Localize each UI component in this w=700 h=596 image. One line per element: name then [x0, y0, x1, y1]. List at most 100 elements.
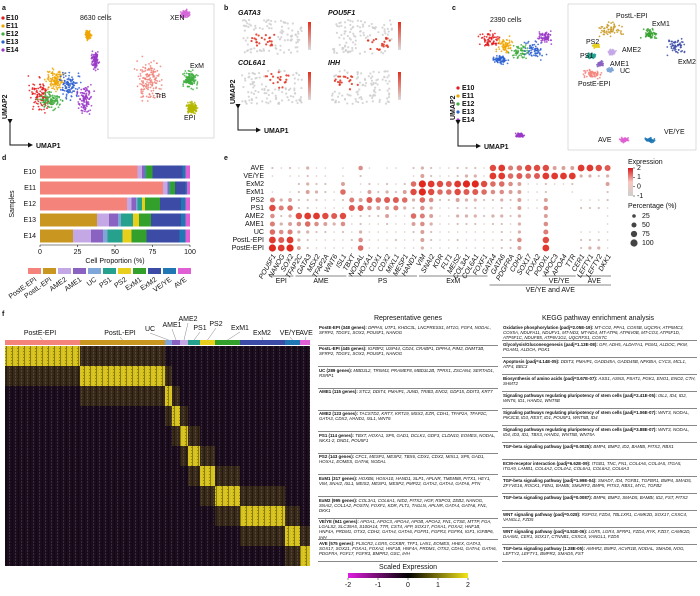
cell-dot — [52, 101, 55, 104]
cell-dot — [603, 33, 606, 36]
cell-dot — [155, 79, 157, 82]
cell-dot — [182, 9, 185, 12]
colorbar — [398, 72, 401, 100]
dot — [464, 174, 469, 178]
dot — [315, 239, 318, 241]
cell-dot — [88, 91, 91, 94]
cell-dot — [364, 81, 368, 85]
dot — [553, 183, 556, 185]
dot — [333, 191, 335, 193]
cell-dot — [357, 101, 360, 104]
dot — [376, 206, 381, 210]
cluster-strip — [300, 340, 310, 345]
cell-dot — [35, 96, 38, 99]
cell-dot — [48, 102, 51, 105]
bar-segment — [133, 213, 139, 227]
cell-dot — [549, 34, 552, 36]
cell-dot — [285, 74, 288, 77]
x-tick-label: 50 — [111, 249, 119, 256]
entry-title: PS2 (143 genes): — [319, 454, 355, 460]
cell-dot — [246, 49, 250, 52]
cell-dot — [338, 92, 341, 95]
dot — [412, 247, 415, 249]
cell-dot — [196, 81, 199, 83]
cell-dot — [147, 68, 150, 71]
dot — [517, 182, 522, 186]
dot — [286, 244, 294, 252]
cell-dot — [284, 80, 287, 84]
column-connector — [207, 327, 217, 341]
cell-dot — [652, 139, 655, 142]
entry-title: Oxidative phosphorylation (padj=2.05E-19… — [503, 324, 594, 330]
cell-dot — [51, 94, 54, 97]
dot — [454, 180, 462, 188]
dot — [342, 167, 344, 169]
entry-genes: MBD3L2, TRIM43, PRAMEF8, MBD3L2B, TPRX1,… — [319, 367, 495, 378]
cell-dot — [68, 71, 71, 74]
cell-dot — [59, 73, 61, 76]
cell-dot — [613, 52, 616, 55]
cell-dot — [187, 15, 190, 18]
cell-dot — [241, 100, 244, 103]
cell-dot — [94, 62, 97, 65]
cell-dot — [354, 98, 357, 101]
stage-legend: E11 — [6, 23, 18, 30]
cell-dot — [500, 63, 503, 65]
cell-dot — [154, 77, 157, 80]
cell-dot — [180, 16, 182, 18]
cell-dot — [331, 94, 334, 97]
dot — [324, 182, 327, 186]
cell-dot — [154, 70, 157, 73]
cell-dot — [187, 72, 190, 75]
cell-dot — [280, 36, 283, 39]
cell-dot — [250, 39, 253, 43]
stage-legend: E12 — [462, 101, 475, 108]
cell-dot — [40, 98, 43, 101]
cluster-strip — [5, 340, 80, 345]
cell-dot — [341, 94, 344, 97]
dot — [524, 164, 532, 172]
cell-dot — [670, 40, 673, 43]
dot — [395, 215, 397, 217]
cell-dot — [374, 91, 377, 94]
y-axis-label: Samples — [9, 190, 16, 218]
colorbar — [308, 72, 311, 100]
dot — [304, 212, 312, 220]
dot — [474, 239, 477, 241]
dot — [359, 222, 362, 226]
dot — [465, 231, 468, 233]
cell-dot — [142, 77, 144, 80]
cell-dot — [38, 76, 41, 78]
legend-swatch — [118, 268, 131, 274]
dot — [410, 213, 417, 219]
cell-dot — [496, 38, 499, 40]
cell-dot — [28, 89, 31, 92]
entry-genes: CFC1, MESP1, MESP2, TBX6, CDX1, CDX2, MI… — [319, 454, 485, 465]
entry-genes: GPI, ADH5, ALDH7A1, PGM1, ALDOC, PKM, PG… — [503, 341, 688, 352]
dot — [295, 212, 303, 220]
cell-dot — [63, 79, 66, 82]
cell-dot — [356, 73, 359, 76]
cell-dot — [260, 49, 263, 53]
cell-dot — [293, 87, 296, 90]
dot — [498, 181, 505, 187]
cell-dot — [91, 50, 94, 53]
dot — [314, 190, 319, 194]
dot — [577, 164, 585, 172]
cell-dot — [494, 42, 497, 45]
cell-dot — [277, 71, 280, 74]
cell-dot — [92, 55, 95, 58]
cell-dot — [349, 28, 353, 31]
cell-dot — [276, 76, 280, 79]
cell-dot — [61, 79, 64, 82]
cell-dot — [158, 92, 160, 95]
cell-dot — [334, 101, 337, 104]
cell-dot — [144, 67, 147, 70]
cell-dot — [39, 101, 42, 104]
cell-dot — [52, 72, 54, 75]
bar-segment — [40, 229, 73, 243]
bar-segment — [169, 181, 171, 195]
dot — [333, 239, 335, 241]
cell-dot — [34, 98, 37, 101]
lineage-label: ExM — [190, 63, 204, 70]
